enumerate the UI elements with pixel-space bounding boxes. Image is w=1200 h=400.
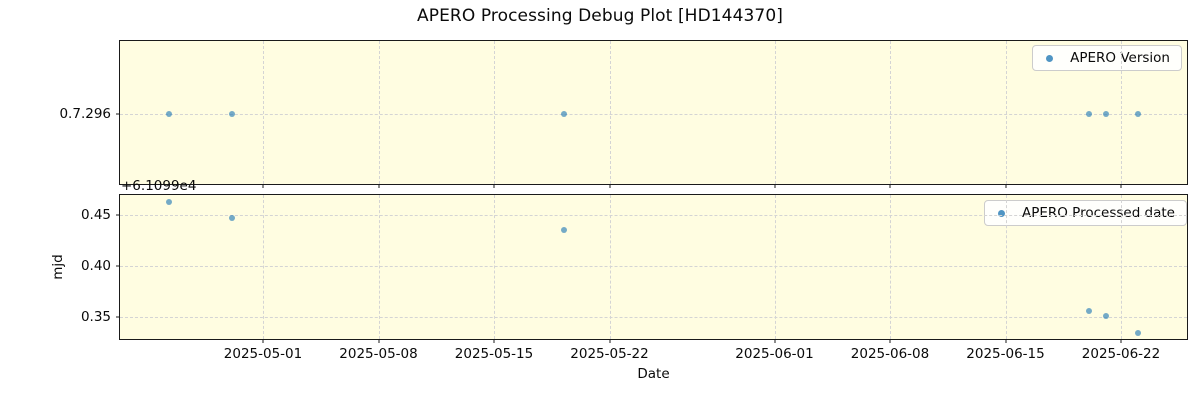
x-tick-mark (493, 339, 495, 343)
version-data-point (1086, 110, 1093, 117)
x-axis-label: Date (637, 366, 670, 382)
x-tick-mark (774, 184, 775, 188)
x-tick-mark (493, 184, 495, 188)
version-y-tick-label: 0.7.296 (59, 105, 111, 122)
processed-date-axes: +6.1099e4 APERO Processed date 2025-05-0… (81, 178, 1188, 362)
processed-date-data-point (229, 215, 236, 222)
x-gridline (609, 195, 611, 339)
x-tick-label: 2025-06-22 (1081, 346, 1161, 362)
processed-date-legend-label: APERO Processed date (1021, 205, 1175, 221)
x-tick-mark (378, 339, 379, 343)
x-gridline (1005, 195, 1007, 339)
x-tick-label: 2025-05-01 (223, 346, 303, 362)
x-tick-mark (1120, 339, 1122, 343)
x-tick-label: 2025-06-15 (966, 346, 1045, 362)
y-tick-mark (116, 214, 120, 216)
x-tick-mark (889, 184, 891, 188)
x-gridline (774, 41, 776, 184)
x-tick-mark (609, 339, 610, 343)
x-gridline (1121, 195, 1122, 339)
x-tick-mark (378, 184, 379, 188)
processed-date-legend: APERO Processed date (983, 200, 1187, 226)
x-tick-label: 2025-06-01 (735, 346, 814, 362)
x-tick-mark (262, 184, 264, 188)
x-gridline (774, 195, 776, 339)
processed-date-data-point (1102, 312, 1109, 319)
version-data-point (165, 110, 172, 117)
y-gridline (120, 265, 1187, 267)
y-gridline (120, 316, 1187, 318)
x-tick-label: 2025-05-15 (454, 346, 534, 362)
y-tick-mark (116, 113, 120, 115)
processed-date-data-point (1135, 329, 1142, 336)
x-gridline (494, 195, 495, 339)
x-gridline (263, 41, 264, 184)
scatter-marker-icon (1046, 54, 1054, 62)
version-data-point (1102, 110, 1109, 117)
plot-title: APERO Processing Debug Plot [HD144370] (417, 6, 783, 26)
x-gridline (890, 195, 891, 339)
y-axis-label: mjd (50, 254, 66, 280)
x-gridline (494, 41, 495, 184)
x-tick-mark (609, 184, 610, 188)
y-gridline (120, 215, 1187, 217)
x-gridline (890, 41, 891, 184)
x-gridline (378, 195, 380, 339)
x-gridline (1005, 41, 1007, 184)
y-gridline (120, 113, 1187, 115)
y-tick-mark (116, 316, 120, 318)
x-tick-mark (1120, 184, 1122, 188)
scatter-marker-icon (997, 209, 1005, 217)
x-tick-mark (889, 339, 891, 343)
x-tick-mark (774, 339, 775, 343)
x-gridline (378, 41, 380, 184)
version-legend-label: APERO Version (1070, 50, 1170, 66)
x-tick-mark (262, 339, 264, 343)
version-axes: 0.7.296 APERO Version (59, 40, 1188, 188)
version-legend: APERO Version (1032, 45, 1182, 71)
x-tick-mark (1005, 339, 1006, 343)
x-gridline (609, 41, 611, 184)
x-tick-label: 2025-05-08 (339, 346, 418, 362)
y-axis-offset-label: +6.1099e4 (121, 178, 197, 194)
version-data-point (1135, 110, 1142, 117)
processed-date-data-point (1086, 307, 1093, 314)
y-tick-label: 0.40 (80, 257, 111, 274)
processed-date-data-point (561, 227, 568, 234)
version-data-point (561, 110, 568, 117)
version-data-point (229, 110, 236, 117)
y-tick-label: 0.35 (80, 308, 111, 325)
x-gridline (1121, 41, 1122, 184)
x-tick-label: 2025-05-22 (570, 346, 649, 362)
x-tick-mark (1005, 184, 1006, 188)
y-tick-label: 0.45 (80, 207, 111, 224)
processed-date-data-point (165, 199, 172, 206)
y-tick-mark (116, 265, 120, 267)
x-gridline (263, 195, 264, 339)
x-tick-label: 2025-06-08 (850, 346, 930, 362)
